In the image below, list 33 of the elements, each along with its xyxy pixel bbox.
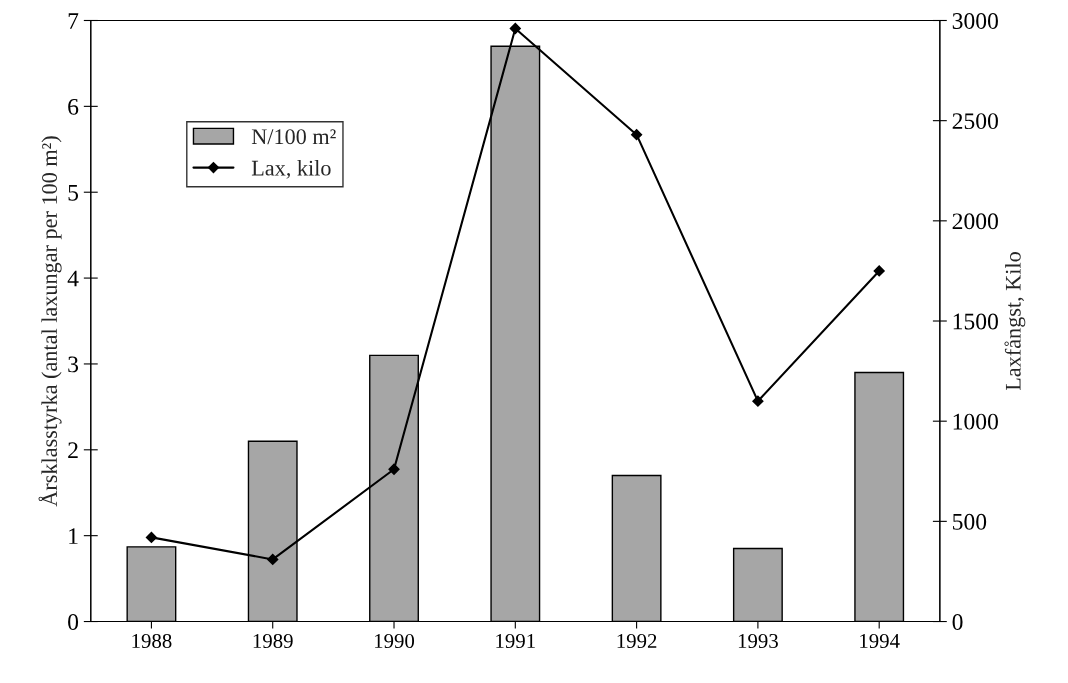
y2-tick-label: 500 [953,513,987,530]
y-axis-title: Årsklasstyrka (antal laxungar per 100 m²) [38,136,62,507]
y-tick-label: 3 [68,356,79,373]
y2-tick-label: 2000 [952,213,998,230]
point [509,22,521,35]
x-tick-label: 1993 [738,634,778,648]
point [752,395,764,407]
x-tick-label: 1990 [375,633,415,648]
y-tick-label: 6 [68,98,79,115]
x-tick-label: 1989 [253,633,293,648]
y2-tick-label: 1000 [953,413,998,430]
y2-tick-label: 1500 [953,313,998,330]
point [873,265,885,277]
y2-axis-title: Laxfångst, Kilo [1004,252,1026,391]
point [388,463,400,475]
point [267,553,279,566]
point [630,129,643,141]
y2-tick-label: 2500 [952,113,998,130]
x-tick-label: 1994 [860,634,900,648]
y-tick-label: 4 [67,270,79,287]
y-tick-label: 2 [68,442,78,458]
y-tick-label: 5 [68,184,79,201]
legend-label: N/100 m² [251,129,336,145]
y-tick-label: 7 [68,13,79,29]
y-tick-label: 1 [69,528,78,544]
y2-tick-label: 3000 [952,12,998,29]
x-tick-label: 1992 [617,634,657,648]
x-tick-label: 1988 [132,633,172,648]
y2-tick-label: 0 [952,614,963,630]
y-tick-label: 0 [68,614,79,630]
x-tick-label: 1991 [496,634,535,648]
legend-label: Lax, kilo [251,159,331,179]
point [145,531,158,543]
